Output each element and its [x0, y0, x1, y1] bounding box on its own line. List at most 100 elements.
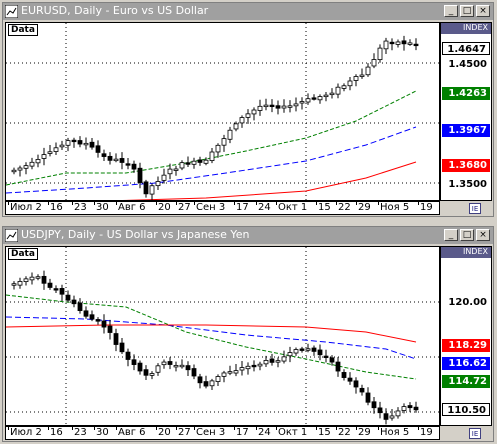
time-axis-tick: 20	[158, 427, 171, 438]
eurusd-price-plot[interactable]: Data	[5, 22, 440, 201]
candle-body	[113, 333, 119, 345]
candle-body	[239, 367, 245, 371]
candle-body	[101, 153, 107, 157]
usdjpy-chart-window[interactable]: USDJPY, Daily - US Dollar vs Japanese Ye…	[2, 226, 494, 442]
time-axis-tick: 19	[420, 202, 433, 213]
price-level: 1.4500	[448, 59, 487, 70]
candle-body	[83, 310, 89, 317]
candle-body	[209, 380, 215, 387]
candle-body	[299, 348, 305, 351]
eurusd-price-axis: INDEX 1.4500 1.3500 1.4647 1.4263 1.3967 1.…	[440, 22, 492, 201]
candle-body	[29, 161, 35, 167]
moving-average-long	[122, 161, 417, 200]
candle-body	[317, 349, 323, 356]
minimize-button[interactable]: _	[444, 229, 458, 241]
time-axis-tick-mark	[336, 202, 337, 205]
usdjpy-title-bar[interactable]: USDJPY, Daily - US Dollar vs Japanese Ye…	[3, 227, 493, 244]
time-axis-tick-mark	[156, 427, 157, 430]
candle-body	[365, 66, 371, 76]
time-axis-tick: 22	[338, 202, 351, 213]
eurusd-chart-window[interactable]: EURUSD, Daily - Euro vs US Dollar _ □ × …	[2, 2, 494, 217]
ie-button[interactable]: IE	[469, 203, 481, 214]
time-axis-tick: 23	[74, 427, 87, 438]
eurusd-title-bar[interactable]: EURUSD, Daily - Euro vs US Dollar _ □ ×	[3, 3, 493, 20]
candle-body	[155, 365, 161, 373]
price-tag: 1.3680	[442, 159, 490, 172]
candle-body	[119, 158, 125, 163]
time-axis-tick-mark	[48, 202, 49, 205]
maximize-button[interactable]: □	[460, 229, 474, 241]
candle-body	[227, 371, 233, 374]
time-axis-tick-mark	[72, 427, 73, 430]
candle-body	[17, 281, 23, 286]
close-button[interactable]: ×	[476, 5, 490, 17]
time-axis-tick-mark	[276, 427, 277, 430]
maximize-button[interactable]: □	[460, 5, 474, 17]
time-axis-tick-mark	[156, 202, 157, 205]
ie-button[interactable]: IE	[469, 428, 481, 439]
candle-body	[107, 325, 113, 333]
minimize-button[interactable]: _	[444, 5, 458, 17]
candle-body	[407, 405, 413, 409]
candle-body	[161, 361, 167, 366]
candle-body	[371, 59, 377, 67]
candle-body	[35, 159, 41, 164]
time-axis-tick: Ноя 5	[380, 202, 410, 213]
time-axis-tick: 30	[96, 427, 109, 438]
candle-body	[317, 96, 323, 101]
candle-body	[197, 159, 203, 163]
candle-body	[95, 319, 101, 322]
candle-body	[335, 361, 341, 372]
time-axis-tick: Июл 2	[10, 202, 42, 213]
time-axis-tick-mark	[116, 202, 117, 205]
time-axis-tick-mark	[234, 202, 235, 205]
time-axis-tick-mark	[356, 427, 357, 430]
time-axis-tick-mark	[378, 202, 379, 205]
candle-body	[389, 41, 395, 45]
candle-body	[137, 362, 143, 372]
candle-body	[173, 365, 179, 368]
chart-window-icon	[5, 5, 18, 18]
candle-body	[185, 365, 191, 371]
time-axis-tick-mark	[48, 427, 49, 430]
candle-body	[71, 299, 77, 305]
usdjpy-price-axis: INDEX 120.00 118.29 116.62 114.72 110.50	[440, 246, 492, 426]
candle-body	[311, 347, 317, 352]
usdjpy-price-plot[interactable]: Data	[5, 246, 440, 426]
time-axis-tick: Сен 3	[196, 202, 226, 213]
candle-body	[125, 163, 131, 166]
candle-body	[287, 105, 293, 108]
candle-body	[275, 360, 281, 363]
time-axis-tick-mark	[256, 202, 257, 205]
candle-body	[131, 163, 137, 170]
candle-body	[47, 151, 53, 154]
time-axis-tick: Авг 6	[118, 427, 146, 438]
candle-body	[413, 406, 419, 411]
price-tag: 1.4263	[442, 87, 490, 100]
candle-body	[65, 140, 71, 146]
candle-body	[377, 47, 383, 61]
candle-body	[305, 348, 311, 351]
candle-body	[245, 365, 251, 370]
candle-body	[131, 359, 137, 365]
close-button[interactable]: ×	[476, 229, 490, 241]
moving-average-mid	[6, 126, 417, 194]
candle-body	[65, 294, 71, 301]
time-axis-tick-mark	[316, 202, 317, 205]
candle-body	[359, 74, 365, 77]
candle-body	[401, 40, 407, 45]
moving-average-long	[6, 324, 417, 343]
candle-body	[293, 349, 299, 354]
time-axis-tick: Окт 1	[278, 202, 308, 213]
time-axis-tick: 16	[50, 427, 63, 438]
moving-average-short	[6, 294, 417, 380]
candle-body	[347, 80, 353, 87]
candle-body	[287, 352, 293, 357]
candle-body	[329, 92, 335, 96]
price-tag: 118.29	[442, 339, 490, 352]
candle-body	[197, 376, 203, 384]
time-axis-tick-mark	[176, 202, 177, 205]
time-axis-tick: Окт 1	[278, 427, 308, 438]
candle-body	[89, 314, 95, 320]
time-axis-tick-mark	[72, 202, 73, 205]
